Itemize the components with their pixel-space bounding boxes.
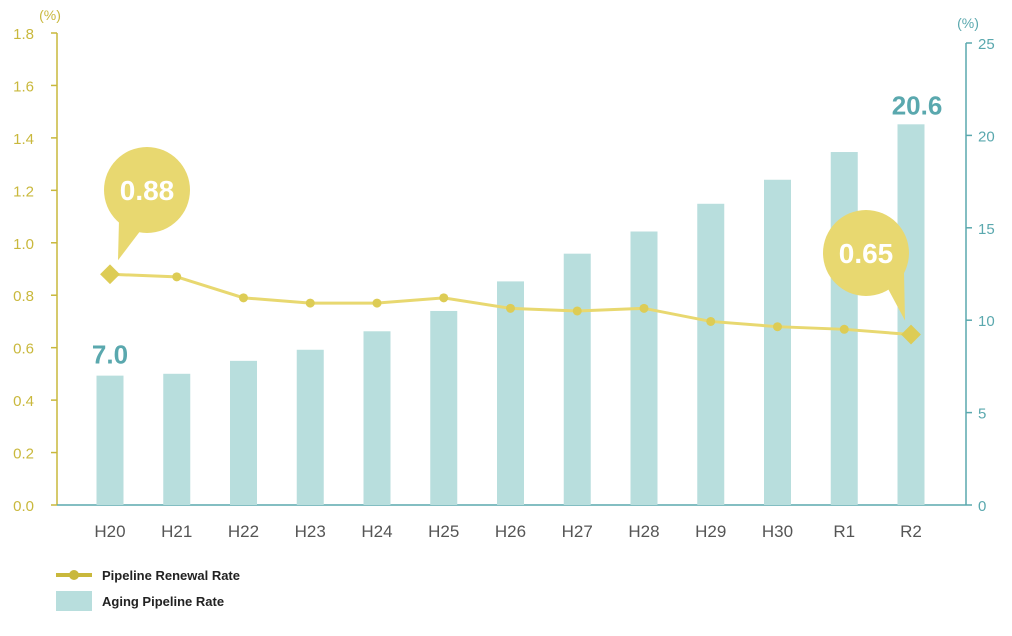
legend-label-bar: Aging Pipeline Rate xyxy=(102,593,225,609)
bar-H28 xyxy=(630,231,658,505)
line-point-H27 xyxy=(572,306,582,316)
line-point-H21 xyxy=(172,272,182,282)
left-tick-label: 1.8 xyxy=(13,26,34,43)
line-point-R2 xyxy=(901,324,921,345)
bar-label-last: 20.6 xyxy=(892,90,943,120)
line-point-H25 xyxy=(439,293,449,303)
bar-H24 xyxy=(363,331,391,505)
bar-H25 xyxy=(430,310,458,505)
left-tick-label: 0.8 xyxy=(13,288,34,305)
x-tick-H29: H29 xyxy=(695,522,726,541)
x-tick-H24: H24 xyxy=(361,522,392,541)
right-tick-label: 0 xyxy=(978,498,986,515)
legend-line-swatch xyxy=(56,570,92,580)
annotations: 7.0 20.6 0.88 0.65 xyxy=(92,90,942,369)
line-point-H23 xyxy=(305,298,315,308)
left-axis: 0.0 0.2 0.4 0.6 0.8 1.0 1.2 1.4 1.6 1.8 (%) xyxy=(13,7,61,515)
right-tick-label: 25 xyxy=(978,36,995,53)
x-tick-H25: H25 xyxy=(428,522,459,541)
right-axis-unit: (%) xyxy=(957,15,979,31)
x-tick-H20: H20 xyxy=(94,522,125,541)
renewal-rate-line xyxy=(100,264,921,345)
aging-pipeline-bars xyxy=(96,124,925,506)
bar-H26 xyxy=(497,281,524,505)
right-tick-label: 15 xyxy=(978,221,995,238)
right-tick-label: 20 xyxy=(978,128,995,145)
line-point-H24 xyxy=(372,298,382,308)
x-tick-H27: H27 xyxy=(562,522,593,541)
left-tick-label: 1.2 xyxy=(13,183,34,200)
legend: Pipeline Renewal Rate Aging Pipeline Rat… xyxy=(56,562,240,614)
bar-H22 xyxy=(230,360,257,505)
x-tick-H21: H21 xyxy=(161,522,192,541)
left-tick-label: 0.4 xyxy=(13,393,34,410)
left-axis-unit: (%) xyxy=(39,7,61,23)
bar-R2 xyxy=(897,124,925,505)
left-tick-label: 1.6 xyxy=(13,78,34,95)
bar-H29 xyxy=(697,203,725,505)
x-tick-H22: H22 xyxy=(228,522,259,541)
line-point-H30 xyxy=(773,322,782,332)
x-tick-H23: H23 xyxy=(295,522,326,541)
left-tick-label: 0.0 xyxy=(13,498,34,515)
line-point-H28 xyxy=(639,303,649,313)
bubble-last xyxy=(823,210,909,296)
bar-H30 xyxy=(764,179,791,505)
line-point-H29 xyxy=(706,316,716,326)
line-point-H22 xyxy=(239,293,248,303)
right-tick-label: 10 xyxy=(978,313,995,330)
x-tick-H30: H30 xyxy=(762,522,793,541)
legend-label-line: Pipeline Renewal Rate xyxy=(102,567,240,583)
legend-item-bar: Aging Pipeline Rate xyxy=(56,588,240,614)
bar-H27 xyxy=(563,253,591,505)
bubble-label-first: 0.88 xyxy=(120,175,175,206)
left-tick-label: 0.6 xyxy=(13,341,34,358)
line-point-H26 xyxy=(506,303,515,313)
bar-H21 xyxy=(163,373,191,505)
left-tick-label: 1.0 xyxy=(13,236,34,253)
legend-item-line: Pipeline Renewal Rate xyxy=(56,562,240,588)
bar-H20 xyxy=(96,375,124,505)
x-tick-R1: R1 xyxy=(833,522,855,541)
x-axis-tick-labels: H20 H21 H22 H23 H24 H25 H26 H27 H28 H29 H30 R1 R2 xyxy=(94,522,921,541)
bubble-label-last: 0.65 xyxy=(839,238,894,269)
line-point-H20 xyxy=(100,264,120,285)
bar-label-first: 7.0 xyxy=(92,340,128,370)
right-tick-label: 5 xyxy=(978,406,986,423)
bubble-first xyxy=(104,147,190,233)
line-point-R1 xyxy=(839,324,849,334)
left-tick-label: 1.4 xyxy=(13,131,34,148)
x-tick-H28: H28 xyxy=(628,522,659,541)
left-tick-label: 0.2 xyxy=(13,446,34,463)
bar-H23 xyxy=(296,349,324,505)
combo-chart: 0.0 0.2 0.4 0.6 0.8 1.0 1.2 1.4 1.6 1.8 (%) 0 5 10 15… xyxy=(13,7,995,541)
legend-bar-swatch xyxy=(56,591,92,611)
x-tick-R2: R2 xyxy=(900,522,922,541)
x-tick-H26: H26 xyxy=(495,522,526,541)
